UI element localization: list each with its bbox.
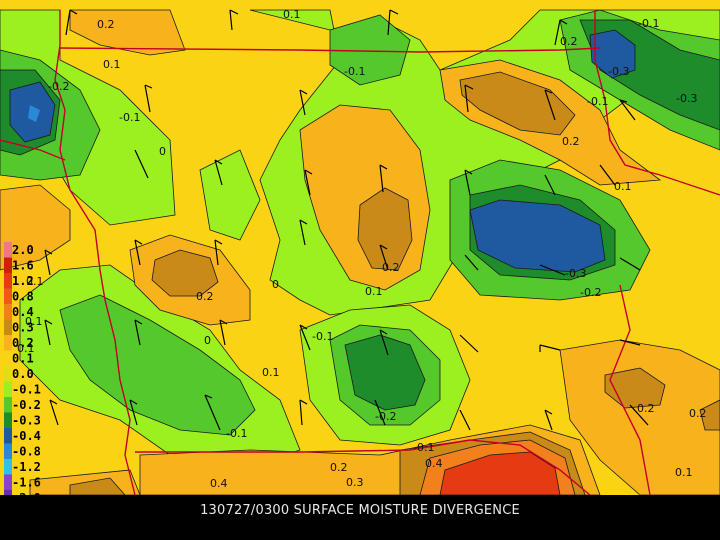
contour-label: 0.2 xyxy=(560,35,578,48)
legend-label: -0.1 xyxy=(12,383,41,397)
contour-label: 0.2 xyxy=(637,402,655,415)
contour-label: -0.2 xyxy=(48,80,69,93)
legend-label: 0.1 xyxy=(12,352,34,366)
contour-label: 0.1 xyxy=(103,58,121,71)
contour-label: 0.2 xyxy=(382,261,400,274)
legend-label: 1.6 xyxy=(12,259,34,273)
legend-swatch xyxy=(4,428,12,444)
contour-label: 0.1 xyxy=(25,315,43,328)
contour-label: 0.4 xyxy=(425,457,443,470)
legend-swatch xyxy=(4,366,12,382)
contour-label: 0.4 xyxy=(210,477,228,490)
legend-swatch xyxy=(4,474,12,490)
contour-label: 0.1 xyxy=(17,342,35,355)
contour-label: 0.2 xyxy=(97,18,115,31)
contour-label: 0.1 xyxy=(262,366,280,379)
contour-label: -0.1 xyxy=(312,330,333,343)
wind-barbs xyxy=(44,9,649,431)
contour-label: 0.1 xyxy=(675,466,693,479)
legend-label: 1.2 xyxy=(12,274,34,288)
legend-swatch xyxy=(4,257,12,273)
contour-label: -0.1 xyxy=(638,17,659,30)
legend-swatch xyxy=(4,273,12,289)
footer-bar: 130727/0300 SURFACE MOISTURE DIVERGENCE xyxy=(0,495,720,540)
contour-label: -0.1 xyxy=(226,427,247,440)
legend-swatch xyxy=(4,397,12,413)
contour-label: 0.2 xyxy=(562,135,580,148)
legend-swatch xyxy=(4,242,12,258)
contour-label: 0.2 xyxy=(196,290,214,303)
legend-label: 0.4 xyxy=(12,305,34,319)
contour-label: 0.2 xyxy=(689,407,707,420)
contour-label: 0.1 xyxy=(614,180,632,193)
legend-swatch xyxy=(4,319,12,335)
legend-swatch xyxy=(4,459,12,475)
legend-swatch xyxy=(4,381,12,397)
map-title: 130727/0300 SURFACE MOISTURE DIVERGENCE xyxy=(200,503,520,518)
legend-label: -0.2 xyxy=(12,398,41,412)
legend-label: -0.4 xyxy=(12,429,41,443)
contour-label: 0 xyxy=(272,278,279,291)
contour-label: -0.1 xyxy=(119,111,140,124)
legend-label: 2.0 xyxy=(12,243,34,257)
contour-label: 0.1 xyxy=(283,8,301,21)
contour-label: -0.3 xyxy=(676,92,697,105)
legend-swatch xyxy=(4,304,12,320)
legend-swatch xyxy=(4,443,12,459)
legend-swatch xyxy=(4,350,12,366)
legend-label: 0.3 xyxy=(12,321,34,335)
contour-fill-light-blue xyxy=(28,105,40,122)
legend-swatch xyxy=(4,335,12,351)
contour-label: -0.3 xyxy=(565,267,586,280)
contour-label: -0.2 xyxy=(375,410,396,423)
contour-label: 0.1 xyxy=(26,275,44,288)
contour-label: 0.3 xyxy=(346,476,364,489)
contour-label: -0.1 xyxy=(344,65,365,78)
contour-label: 0 xyxy=(159,145,166,158)
contour-label: 0.1 xyxy=(365,285,383,298)
contour-label: -0.1 xyxy=(413,441,434,454)
legend-label: 0.8 xyxy=(12,290,34,304)
contour-fill-blue xyxy=(9,29,636,273)
legend-label: -1.6 xyxy=(12,476,41,490)
legend-label: 0.0 xyxy=(12,367,34,381)
legend-swatch xyxy=(4,288,12,304)
legend-label: -1.2 xyxy=(12,460,41,474)
contour-label: 0 xyxy=(204,334,211,347)
contour-label: -0.1 xyxy=(587,95,608,108)
contour-label: -0.2 xyxy=(580,286,601,299)
state-boundaries xyxy=(0,10,720,496)
legend-label: -0.3 xyxy=(12,414,41,428)
contour-label: 0.2 xyxy=(330,461,348,474)
legend-label: 0.2 xyxy=(12,336,34,350)
legend-swatch xyxy=(4,412,12,428)
contour-label: -0.3 xyxy=(608,65,629,78)
contour-labels: 0.2 0.1 0.1 -0.1 -0.1 0.2 -0.3 -0.3 -0.1… xyxy=(17,8,707,490)
legend-label: -0.8 xyxy=(12,445,41,459)
